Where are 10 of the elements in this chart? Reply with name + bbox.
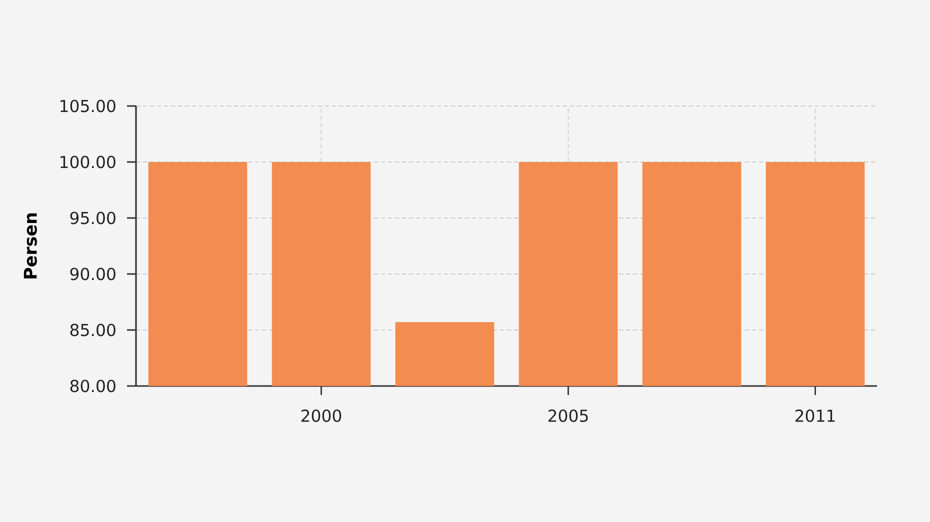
x-tick-label: 2000 [301,410,342,422]
y-tick-label: 105.00 [60,100,116,112]
y-tick-label: 80.00 [70,380,116,392]
y-axis-title: Persen [24,213,37,278]
y-tick-label: 100.00 [60,156,116,168]
y-tick-label: 95.00 [70,212,116,224]
x-tick-label: 2005 [548,410,588,422]
x-tick-label: 2011 [795,410,835,422]
y-tick-label: 85.00 [70,324,116,336]
y-tick-label: 90.00 [70,268,116,280]
